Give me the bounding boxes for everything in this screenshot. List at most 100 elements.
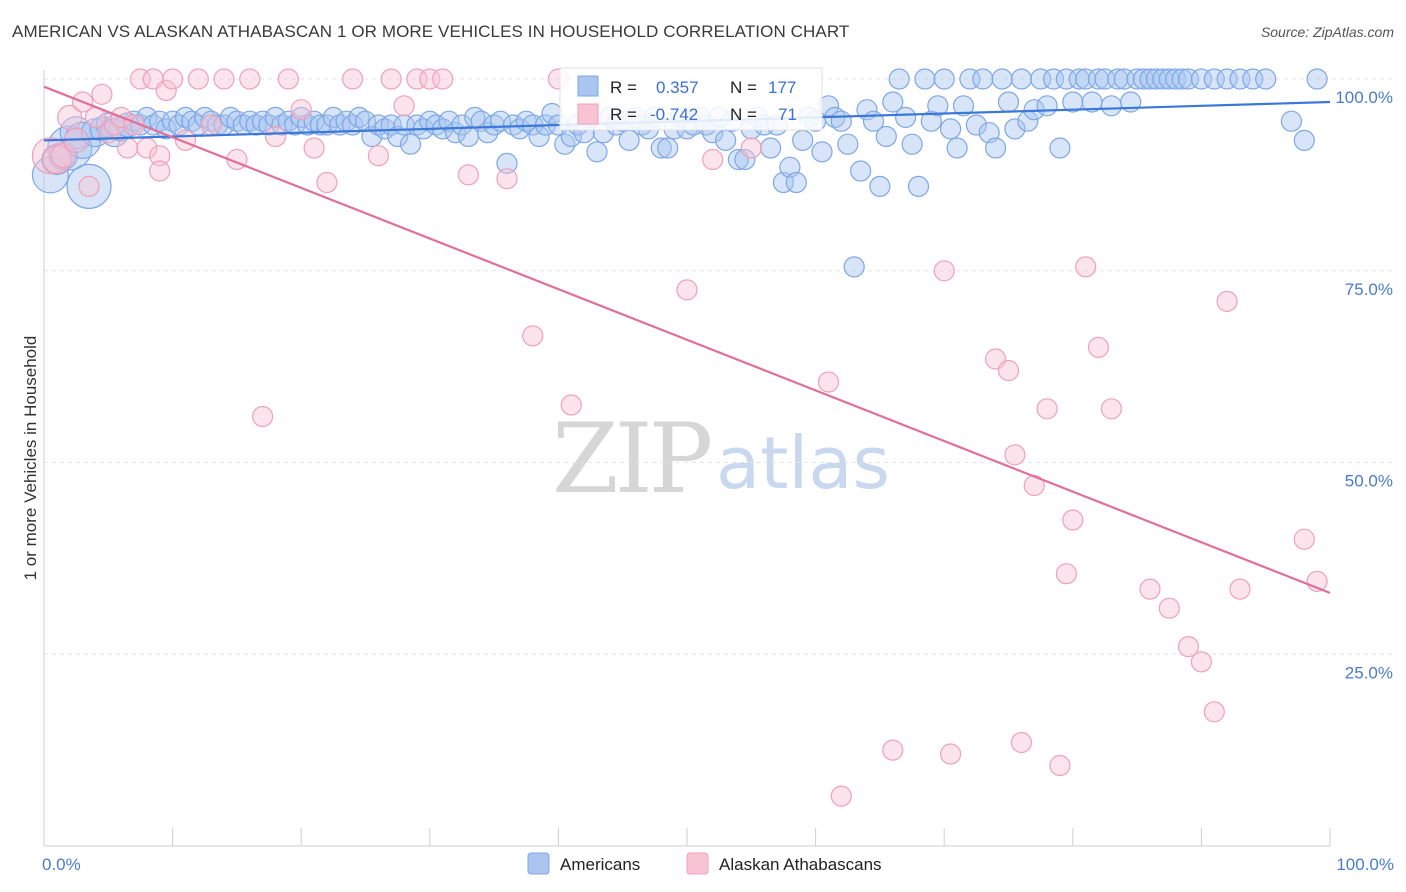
point-alaskan-46 [740,137,762,159]
point-americans-151 [1010,68,1033,90]
point-alaskan-33 [367,145,389,167]
point-americans-138 [927,95,949,117]
point-americans-176 [1171,68,1193,90]
point-alaskan-27 [264,125,287,148]
point-americans-131 [882,91,904,113]
stats-n-value-americans: 177 [768,78,796,97]
point-alaskan-28 [277,68,299,90]
point-americans-3 [47,125,93,171]
point-alaskan-37 [419,68,441,90]
point-americans-185 [1293,129,1315,151]
point-americans-179 [1203,68,1225,90]
stats-r-label-americans: R = [610,78,637,97]
point-americans-108 [734,148,756,171]
point-americans-129 [869,175,891,197]
point-americans-143 [959,68,981,90]
legend-swatch-americans [527,852,550,875]
point-americans-105 [714,129,737,151]
point-americans-145 [972,68,994,90]
point-americans-177 [1177,68,1200,90]
point-alaskan-31 [316,171,338,194]
point-americans-48 [348,106,370,129]
point-alaskan-59 [1055,563,1078,585]
point-americans-165 [1100,95,1123,117]
point-alaskan-23 [213,68,235,90]
point-americans-134 [901,133,923,155]
point-alaskan-12 [116,137,139,159]
point-americans-173 [1152,68,1174,90]
y-tick-label-3: 25.0% [1345,663,1393,682]
point-americans-19 [162,110,184,132]
point-alaskan-41 [522,325,544,347]
point-alaskan-26 [252,405,274,428]
point-alaskan-68 [1203,701,1225,723]
point-americans-160 [1068,68,1090,90]
point-alaskan-69 [1216,290,1238,312]
point-alaskan-3 [57,104,83,131]
point-americans-136 [914,68,936,90]
point-americans-133 [894,106,917,129]
point-americans-158 [1055,68,1078,90]
point-alaskan-45 [702,148,724,171]
point-americans-6 [66,163,112,209]
point-americans-169 [1126,68,1148,90]
point-alaskan-19 [162,68,184,90]
stats-n-label-alaskan: N = [730,105,757,124]
legend: Americans Alaskan Athabascans [527,852,882,875]
point-alaskan-43 [560,394,582,416]
point-americans-141 [946,137,968,159]
point-americans-142 [952,95,975,117]
stats-n-label-americans: N = [730,78,757,97]
point-alaskan-62 [1087,336,1110,358]
point-americans-157 [1049,137,1071,159]
stats-box: R = 0.357 N = 177 R = -0.742 N = 71 [559,67,823,131]
stats-box-frame [559,67,823,131]
point-americans-96 [657,137,679,159]
point-alaskan-73 [149,160,171,182]
point-americans-184 [1280,110,1303,132]
point-americans-182 [1242,68,1264,90]
point-alaskan-70 [1229,578,1251,600]
point-americans-167 [1113,68,1135,90]
point-americans-85 [586,141,608,163]
point-alaskan-63 [1100,398,1123,420]
point-americans-183 [1255,68,1277,90]
point-americans-178 [1190,68,1213,90]
point-alaskan-38 [432,68,454,90]
point-alaskan-14 [129,68,151,90]
point-alaskan-55 [1010,731,1033,754]
point-americans-117 [792,129,814,151]
point-americans-116 [785,171,807,194]
point-americans-123 [830,110,852,132]
point-alaskan-64 [1139,578,1161,600]
y-tick-label-0: 100.0% [1335,88,1393,107]
point-alaskan-61 [1075,256,1097,278]
point-americans-172 [1145,68,1168,90]
point-alaskan-0 [31,137,70,175]
y-tick-label-2: 50.0% [1345,472,1393,491]
point-alaskan-49 [882,739,904,761]
point-americans-54 [387,125,409,148]
point-americans-132 [888,68,910,90]
chart-title: AMERICAN VS ALASKAN ATHABASCAN 1 OR MORE… [12,22,850,41]
point-alaskan-30 [303,137,325,159]
point-americans-159 [1062,91,1084,113]
x-ticks [43,828,1331,846]
x-tick-label-min: 0.0% [42,855,81,874]
point-americans-62 [438,110,460,132]
point-americans-130 [875,125,897,148]
point-alaskan-47 [817,371,840,393]
point-americans-161 [1075,68,1097,90]
trend-line-alaskan [43,85,1331,594]
point-americans-175 [1165,68,1187,90]
point-americans-124 [837,133,859,155]
point-alaskan-54 [1004,444,1026,466]
point-alaskan-71 [1293,528,1315,550]
legend-swatch-alaskan [686,852,709,875]
legend-label-alaskan: Alaskan Athabascans [719,855,882,874]
point-americans-71 [496,152,518,174]
point-americans-170 [1132,68,1155,90]
point-alaskan-50 [933,260,955,282]
stats-r-label-alaskan: R = [610,105,637,124]
point-alaskan-57 [1036,398,1058,420]
